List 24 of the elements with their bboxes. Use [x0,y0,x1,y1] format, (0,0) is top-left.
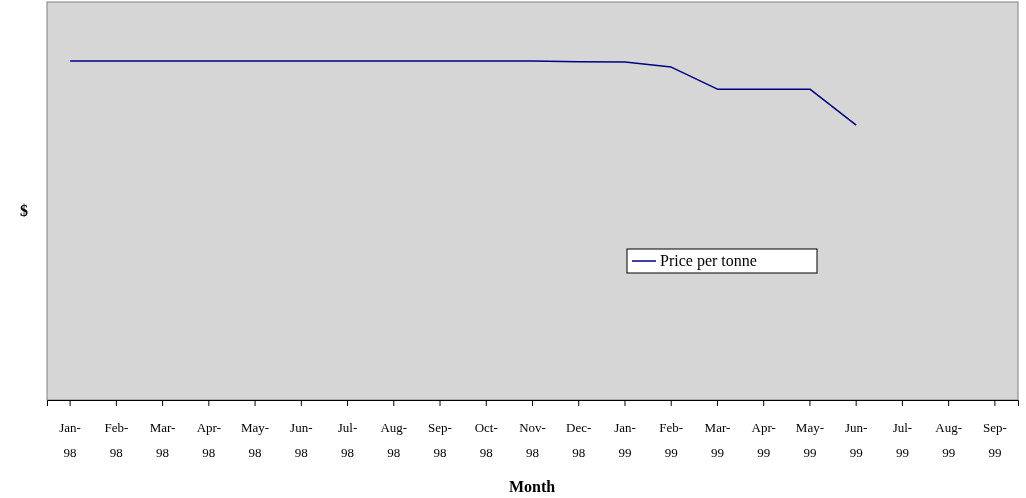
x-tick-label: Jul-99 [892,420,913,460]
x-tick-label: May-99 [795,420,825,460]
legend-label: Price per tonne [660,252,757,270]
x-tick-label: Sep-98 [428,420,452,460]
x-tick-label: Jun-98 [290,420,313,460]
x-tick-label: Dec-98 [566,420,592,460]
x-tick-label: May-98 [240,420,270,460]
x-tick-label: Sep-99 [982,420,1007,460]
x-tick-label: Nov-98 [519,420,546,460]
x-tick-label: Aug-99 [935,420,962,460]
x-tick-label: Feb-98 [104,420,129,460]
x-tick-label: Oct-98 [474,420,498,460]
y-axis-title: $ [20,202,28,219]
x-tick-label: Feb-99 [659,420,684,460]
x-tick-label: Mar-99 [704,420,731,460]
x-tick-label: Jan-99 [614,420,636,460]
x-tick-label: Jun-99 [844,420,868,460]
x-axis-title: Month [508,478,556,495]
x-tick-label: Aug-98 [380,420,408,460]
x-tick-label: Mar-98 [149,420,176,460]
x-tick-label: Jul-98 [337,420,358,460]
x-tick-label: Apr-99 [751,420,776,460]
x-tick-label: Apr-98 [196,420,221,460]
x-tick-label: Jan-98 [59,420,81,460]
